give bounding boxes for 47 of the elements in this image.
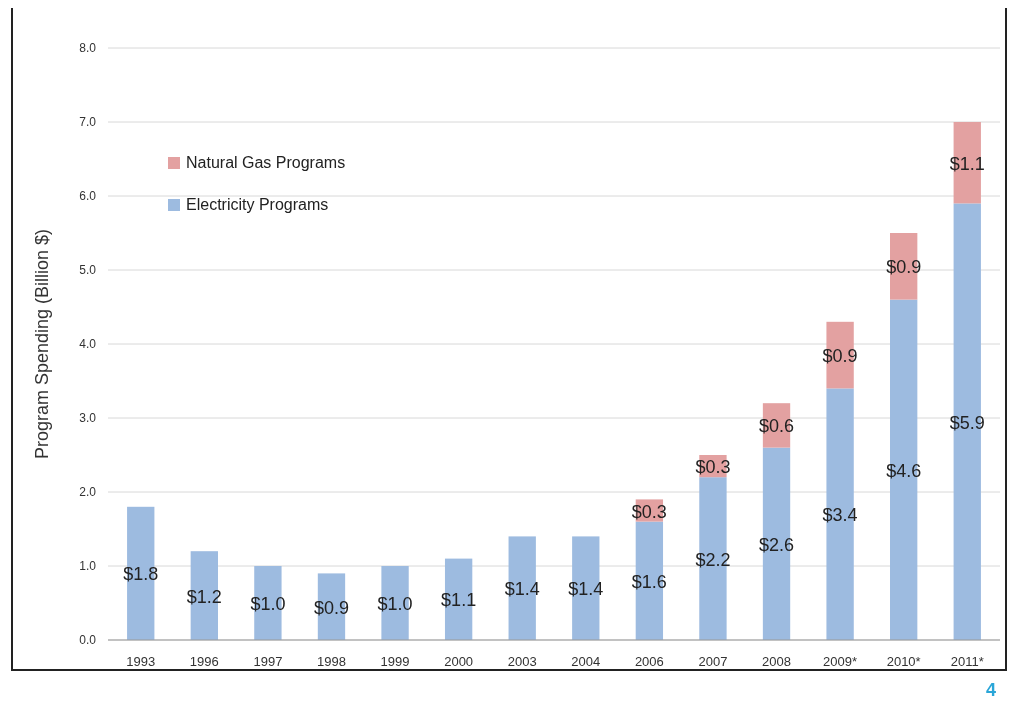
data-label: $0.6	[759, 416, 795, 437]
y-tick-label: 7.0	[79, 115, 97, 129]
y-tick-label: 1.0	[79, 559, 97, 573]
x-tick-label: 1993	[126, 654, 156, 669]
y-tick-label: 5.0	[79, 263, 97, 277]
x-tick-label: 2003	[507, 654, 537, 669]
data-label: $5.9	[949, 412, 985, 433]
data-label: $0.9	[313, 597, 349, 618]
data-label: $1.6	[631, 571, 667, 592]
data-label: $1.4	[568, 579, 604, 600]
x-tick-label: 1996	[189, 654, 219, 669]
data-label: $1.1	[949, 153, 985, 174]
text: 4	[985, 680, 996, 700]
data-label: $1.0	[377, 594, 413, 614]
x-tick-label: 2007	[698, 654, 728, 669]
x-tick-label: 2010*	[886, 654, 921, 669]
x-tick-label: 1998	[317, 654, 346, 669]
data-label: $1.2	[186, 586, 222, 607]
x-tick-label: 2006	[634, 654, 664, 669]
y-tick-label: 3.0	[79, 411, 97, 425]
data-label: $0.9	[886, 257, 922, 278]
x-tick-label: 2011*	[950, 654, 984, 669]
data-label: $2.6	[759, 534, 795, 555]
y-tick-label: 4.0	[79, 337, 97, 351]
data-label: $0.9	[822, 346, 858, 367]
y-tick-label: 0.0	[79, 633, 97, 647]
x-tick-label: 1999	[380, 654, 410, 669]
legend-label: Natural Gas Programs	[186, 154, 346, 171]
data-label: $1.1	[441, 590, 477, 611]
x-tick-label: 2009*	[823, 654, 858, 669]
x-tick-label: 2004	[571, 654, 601, 669]
data-label: $4.6	[886, 460, 922, 481]
x-tick-label: 2008	[762, 654, 791, 669]
x-tick-label: 2000	[444, 654, 474, 669]
data-label: $3.4	[822, 505, 858, 526]
x-tick-label: 1997	[253, 654, 283, 669]
data-label: $1.4	[504, 579, 540, 600]
data-label: $2.2	[695, 549, 731, 570]
data-label: $1.0	[250, 594, 286, 614]
data-label: $1.8	[123, 564, 159, 585]
y-tick-label: 8.0	[79, 41, 97, 55]
legend-label: Electricity Programs	[186, 196, 329, 213]
y-tick-label: 6.0	[79, 189, 97, 203]
y-axis-title: Program Spending (Billion $)	[32, 228, 52, 460]
y-tick-label: 2.0	[79, 485, 97, 499]
data-label: $0.3	[631, 501, 667, 522]
data-label: $0.3	[695, 457, 731, 478]
